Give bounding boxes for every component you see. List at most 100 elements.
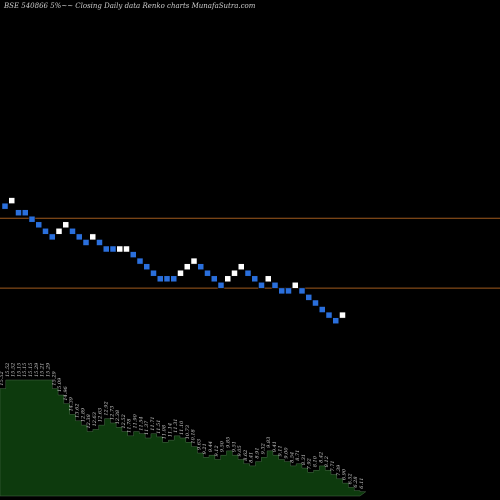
volume-label: 15.09 — [57, 377, 63, 392]
volume-label: 14.96 — [63, 385, 69, 400]
volume-label: 11.37 — [144, 420, 150, 435]
volume-label: 10.73 — [185, 425, 191, 439]
volume-label: 6.28 — [353, 476, 359, 487]
renko-brick-up — [231, 269, 238, 277]
volume-label: 12.63 — [92, 412, 98, 426]
volume-label: 7.39 — [336, 464, 342, 476]
renko-brick-up — [265, 275, 272, 283]
renko-brick-down — [258, 282, 265, 289]
volume-label: 7.92 — [307, 458, 313, 469]
volume-label: 15.52 — [0, 371, 5, 385]
renko-brick-down — [278, 287, 285, 295]
renko-brick-down — [312, 299, 319, 307]
volume-label: 8.91 — [254, 447, 260, 458]
renko-brick-down — [103, 245, 110, 253]
volume-label: 9.11 — [278, 445, 284, 456]
renko-brick-up — [190, 257, 198, 265]
volume-label: 9.12 — [214, 445, 220, 456]
renko-brick-down — [22, 209, 29, 216]
volume-label: 9.50 — [220, 440, 226, 452]
volume-area-group — [0, 379, 367, 497]
volume-label: 8.71 — [295, 450, 301, 461]
renko-brick-down — [211, 275, 218, 283]
volume-label: 11.54 — [138, 416, 144, 430]
renko-brick-down — [170, 275, 177, 283]
renko-brick-down — [76, 233, 83, 241]
renko-brick-down — [204, 269, 211, 277]
volume-label: 15.15 — [22, 363, 28, 377]
volume-label: 9.05 — [237, 445, 243, 456]
chart-title: BSE 540866 5%~~ Closing Daily data Renko… — [4, 2, 256, 10]
renko-brick-down — [325, 311, 333, 319]
volume-label: 12.38 — [86, 414, 92, 428]
volume-label: 15.29 — [34, 362, 40, 377]
volume-label: 9.85 — [225, 437, 231, 448]
volume-label: 8.54 — [289, 452, 295, 463]
volume-label: 10.18 — [191, 429, 197, 443]
renko-brick-down — [42, 228, 49, 235]
renko-brick-down — [197, 263, 204, 270]
renko-brick-down — [150, 269, 157, 277]
reference-lines — [0, 217, 500, 289]
volume-label: 12.73 — [109, 406, 115, 420]
volume-label: 8.31 — [301, 454, 307, 465]
renko-brick-down — [285, 287, 292, 295]
volume-label: 8.41 — [249, 452, 255, 463]
renko-brick-up — [62, 221, 69, 229]
renko-brick-up — [89, 233, 96, 241]
renko-brick-down — [82, 239, 90, 246]
renko-brick-down — [319, 306, 326, 313]
volume-label: 13.62 — [74, 403, 80, 417]
renko-brick-down — [217, 282, 225, 289]
volume-label: 15.15 — [16, 363, 22, 377]
renko-brick-down — [163, 275, 171, 283]
volume-label: 7.71 — [330, 460, 336, 471]
renko-brick-up — [238, 263, 245, 270]
renko-brick-down — [69, 228, 76, 235]
renko-brick-down — [35, 221, 42, 229]
volume-label: 12.38 — [115, 410, 121, 424]
volume-label: 8.42 — [318, 452, 324, 463]
renko-brick-up — [55, 228, 63, 235]
renko-brick-down — [157, 275, 164, 283]
volume-label: 15.21 — [40, 363, 46, 377]
volume-label: 8.12 — [324, 456, 330, 467]
volume-label: 9.51 — [231, 441, 237, 452]
renko-brick-up — [8, 197, 15, 204]
renko-brick-down — [143, 263, 150, 270]
volume-label: 15.29 — [45, 362, 51, 377]
volume-label: 12.89 — [80, 407, 86, 422]
volume-label: 15.29 — [51, 370, 57, 385]
volume-label: 9.44 — [208, 441, 214, 452]
volume-label: 12.63 — [98, 408, 104, 422]
renko-brick-up — [123, 245, 130, 253]
volume-label: 15.52 — [5, 363, 11, 377]
renko-brick-down — [109, 245, 117, 253]
volume-label: 11.90 — [133, 413, 139, 428]
renko-brick-up — [116, 245, 123, 253]
renko-brick-down — [15, 209, 22, 216]
volume-label: 11.78 — [127, 419, 133, 433]
volume-label: 6.11 — [359, 478, 365, 489]
renko-brick-down — [298, 287, 306, 295]
volume-label: 8.10 — [313, 455, 319, 467]
volume-label: 11.10 — [179, 420, 185, 435]
volume-label: 15.15 — [28, 363, 34, 377]
renko-brick-down — [49, 233, 56, 241]
renko-brick-down — [130, 251, 137, 258]
renko-brick-down — [271, 282, 279, 289]
volume-label: 12.92 — [104, 401, 110, 415]
renko-brick-down — [96, 239, 103, 246]
volume-label: 9.83 — [266, 437, 272, 448]
renko-brick-down — [305, 294, 312, 301]
volume-label: 11.14 — [167, 423, 173, 437]
renko-brick-up — [177, 269, 184, 277]
volume-label: 9.00 — [284, 447, 290, 459]
volume-label: 15.52 — [11, 363, 17, 377]
volume-label: 9.41 — [272, 441, 278, 452]
volume-label: 8.62 — [243, 450, 249, 461]
volume-area — [0, 379, 367, 497]
renko-brick-down — [136, 257, 144, 265]
